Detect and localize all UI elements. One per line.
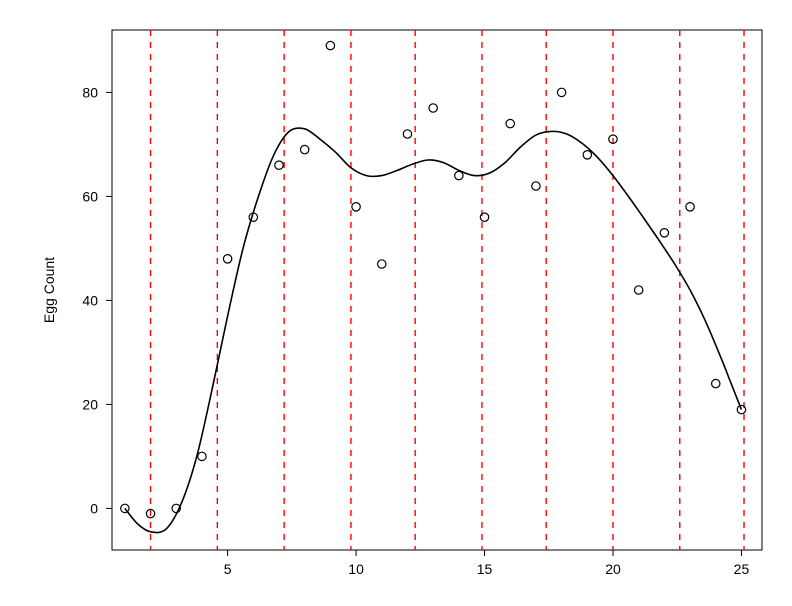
y-axis-title: Egg Count [41, 257, 57, 323]
y-tick-label: 80 [82, 84, 98, 100]
egg-count-chart: 5 10 15 20 25 0 20 40 60 80 Egg Count [0, 0, 792, 606]
chart-container: 5 10 15 20 25 0 20 40 60 80 Egg Count [0, 0, 792, 606]
x-tick-label: 25 [734, 561, 750, 577]
y-tick-label: 60 [82, 188, 98, 204]
x-tick-label: 15 [477, 561, 493, 577]
x-tick-label: 20 [605, 561, 621, 577]
y-tick-label: 40 [82, 292, 98, 308]
chart-background [0, 0, 792, 606]
x-tick-label: 5 [224, 561, 232, 577]
y-tick-label: 20 [82, 396, 98, 412]
x-tick-label: 10 [348, 561, 364, 577]
y-tick-label: 0 [90, 500, 98, 516]
